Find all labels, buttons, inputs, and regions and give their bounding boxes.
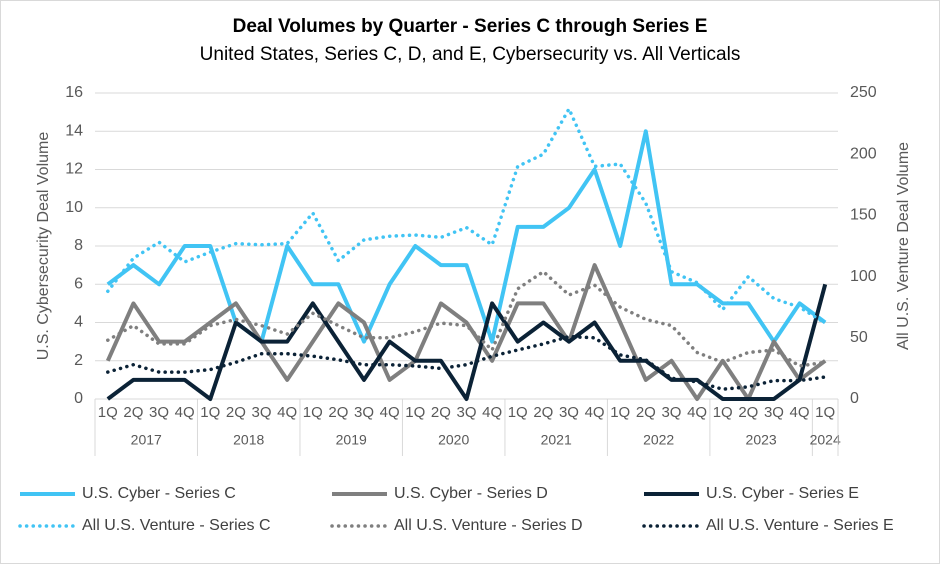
y-tick-label: 14 [65,122,83,139]
chart-title: Deal Volumes by Quarter - Series C throu… [233,16,708,37]
x-tick-label: 3Q [252,404,272,421]
year-label: 2019 [336,432,367,448]
y-axis-title: U.S. Cybersecurity Deal Volume [35,132,52,361]
y-tick-label: 8 [74,237,83,254]
x-tick-label: 2Q [636,404,656,421]
legend-label: U.S. Cyber - Series E [706,485,859,502]
year-label: 2018 [233,432,264,448]
chart-subtitle: United States, Series C, D, and E, Cyber… [200,44,741,65]
x-tick-label: 3Q [149,404,169,421]
y2-tick-label: 250 [850,84,877,101]
x-tick-label: 4Q [687,404,707,421]
x-tick-label: 3Q [354,404,374,421]
x-tick-label: 4Q [277,404,297,421]
y-tick-label: 2 [74,352,83,369]
x-tick-label: 1Q [713,404,733,421]
x-tick-label: 2Q [431,404,451,421]
x-tick-label: 2Q [533,404,553,421]
y-tick-label: 16 [65,84,83,101]
x-tick-label: 4Q [482,404,502,421]
y-tick-label: 6 [74,275,83,292]
y-tick-label: 4 [74,314,83,331]
y2-tick-label: 50 [850,329,868,346]
year-label: 2024 [810,432,841,448]
legend-label: All U.S. Venture - Series D [394,517,583,534]
x-tick-label: 4Q [175,404,195,421]
legend-label: U.S. Cyber - Series C [82,485,236,502]
year-label: 2020 [438,432,469,448]
x-tick-label: 1Q [98,404,118,421]
year-label: 2021 [541,432,572,448]
y-tick-label: 12 [65,161,83,178]
x-tick-label: 1Q [200,404,220,421]
series-line [106,107,827,325]
x-tick-label: 3Q [559,404,579,421]
x-tick-label: 2Q [226,404,246,421]
x-tick-label: 1Q [610,404,630,421]
x-tick-label: 3Q [456,404,476,421]
year-label: 2023 [746,432,777,448]
y2-tick-label: 150 [850,207,877,224]
x-tick-label: 3Q [661,404,681,421]
x-tick-label: 4Q [790,404,810,421]
series-line [106,283,828,401]
year-label: 2017 [131,432,162,448]
y-tick-label: 0 [74,390,83,407]
x-tick-label: 2Q [738,404,758,421]
legend-label: All U.S. Venture - Series C [82,517,271,534]
x-tick-label: 3Q [764,404,784,421]
legend-label: U.S. Cyber - Series D [394,485,548,502]
year-label: 2022 [643,432,674,448]
x-tick-label: 1Q [508,404,528,421]
y-tick-label: 10 [65,199,83,216]
x-tick-label: 1Q [303,404,323,421]
x-tick-label: 4Q [380,404,400,421]
x-tick-label: 4Q [585,404,605,421]
x-tick-label: 1Q [815,404,835,421]
y2-tick-label: 0 [850,390,859,407]
legend-label: All U.S. Venture - Series E [706,517,894,534]
y2-axis-title: All U.S. Venture Deal Volume [895,142,912,350]
x-tick-label: 1Q [405,404,425,421]
y2-tick-label: 200 [850,145,877,162]
series-line [106,334,827,391]
x-tick-label: 2Q [123,404,143,421]
y2-tick-label: 100 [850,268,877,285]
x-tick-label: 2Q [328,404,348,421]
